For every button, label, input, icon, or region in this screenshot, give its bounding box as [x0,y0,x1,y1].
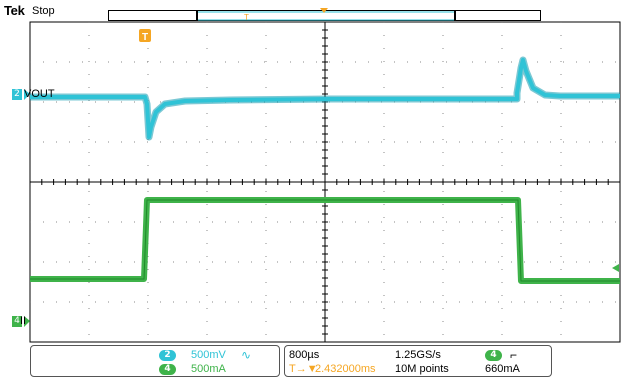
ch4-badge[interactable]: 4 [12,316,22,327]
record-view-window [196,11,456,21]
ch2-waveform [30,56,620,141]
ch4-scale-badge: 4 [159,364,176,375]
ch2-badge[interactable]: 2 [12,89,22,100]
record-length: 10M points [395,363,449,375]
trigger-level: 660mA [485,363,520,375]
trigger-level-icon [612,264,619,272]
trigger-position: 2.432000ms [315,363,376,375]
svg-text:T: T [142,32,148,43]
ch2-label: VOUT [24,88,55,100]
readout-bar: 2 500mV ∿ 4 500mA 800µs T→▼ 2.432000ms 1… [30,345,620,378]
trigger-source-badge: 4 [485,350,502,361]
sample-rate: 1.25GS/s [395,349,441,361]
ch2-scale-badge: 2 [159,350,176,361]
record-trigger-marker: T [244,13,249,22]
ch4-waveform [30,197,620,284]
rising-edge-icon: ⌐ [510,348,518,362]
trigger-position-icon [139,29,151,42]
timebase: 800µs [289,349,320,361]
trigger-position-icon: T→▼ [289,363,318,375]
acquisition-status: Stop [32,5,55,17]
brand-logo: Tek [4,3,25,18]
vertical-readout-panel[interactable]: 2 500mV ∿ 4 500mA [30,345,280,377]
ch4-scale: 500mA [191,363,226,375]
sine-wave-icon: ∿ [241,348,252,362]
ch2-scale: 500mV [191,349,226,361]
horizontal-readout-panel[interactable]: 800µs T→▼ 2.432000ms 1.25GS/s 10M points… [284,345,552,377]
ch4-label: II [20,315,27,327]
expansion-point-icon [320,8,328,13]
